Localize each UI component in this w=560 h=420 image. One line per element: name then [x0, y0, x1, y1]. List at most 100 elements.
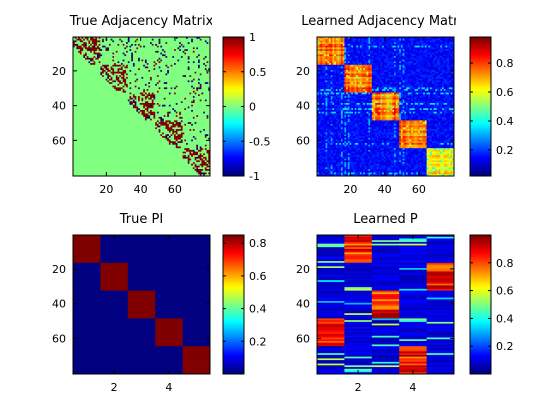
- heatmap-cell: [187, 47, 190, 50]
- heatmap-cell: [158, 97, 161, 100]
- heatmap-cell: [103, 56, 106, 59]
- heatmap-cell: [151, 78, 154, 81]
- heatmap-cell: [134, 64, 137, 67]
- heatmap-cell: [110, 92, 113, 95]
- heatmap-cell: [203, 61, 206, 64]
- heatmap-cell: [78, 64, 81, 67]
- heatmap-cell: [83, 57, 86, 60]
- heatmap-cell: [146, 49, 149, 52]
- heatmap-cell: [78, 43, 81, 47]
- heatmap-cell: [90, 54, 93, 57]
- heatmap-cell: [108, 96, 112, 99]
- heatmap-cell: [83, 52, 86, 55]
- heatmap-cell: [160, 38, 163, 41]
- heatmap-cell: [160, 99, 163, 102]
- heatmap-cell: [117, 64, 120, 67]
- heatmap-cell: [126, 57, 129, 60]
- heatmap-cell: [196, 45, 199, 48]
- heatmap-cell: [141, 66, 144, 69]
- heatmap-cell: [88, 96, 91, 99]
- heatmap-cell: [131, 106, 134, 109]
- heatmap-cell: [194, 71, 197, 74]
- heatmap-cell: [201, 61, 204, 64]
- heatmap-cell: [96, 106, 100, 109]
- heatmap-cell: [148, 40, 151, 43]
- heatmap-cell: [96, 59, 100, 62]
- heatmap-cell: [182, 83, 185, 86]
- heatmap-cell: [120, 104, 124, 107]
- heatmap-cell: [102, 45, 105, 48]
- heatmap-cell: [160, 37, 163, 40]
- heatmap-cell: [141, 37, 144, 40]
- heatmap-cell: [84, 94, 88, 97]
- heatmap-cell: [194, 103, 197, 106]
- heatmap-cell: [160, 89, 163, 92]
- heatmap-cell: [144, 42, 147, 45]
- heatmap-cell: [189, 96, 192, 99]
- heatmap-cell: [153, 75, 156, 78]
- heatmap-cell: [196, 70, 199, 73]
- heatmap-cell: [73, 37, 76, 40]
- heatmap-cell: [199, 40, 202, 43]
- heatmap-cell: [143, 99, 146, 102]
- heatmap-cell: [198, 97, 201, 100]
- heatmap-cell: [191, 52, 194, 55]
- heatmap-cell: [108, 85, 112, 88]
- heatmap-cell: [127, 97, 130, 100]
- heatmap-cell: [124, 68, 127, 71]
- heatmap-cell: [91, 42, 94, 45]
- heatmap-cell: [199, 59, 202, 62]
- heatmap-cell: [108, 103, 112, 106]
- heatmap-cell: [194, 47, 197, 50]
- heatmap-cell: [182, 50, 185, 53]
- heatmap-cell: [196, 68, 199, 71]
- heatmap-cell: [78, 40, 81, 43]
- heatmap-cell: [156, 78, 159, 81]
- heatmap-cell: [177, 78, 180, 81]
- heatmap-cell: [203, 108, 206, 111]
- heatmap-cell: [107, 70, 110, 73]
- heatmap-cell: [203, 85, 206, 88]
- heatmap-cell: [90, 101, 93, 104]
- heatmap-cell: [132, 52, 135, 55]
- heatmap-cell: [155, 101, 158, 104]
- heatmap-cell: [98, 52, 101, 55]
- heatmap-cell: [83, 42, 86, 45]
- heatmap-cell: [96, 87, 100, 90]
- heatmap-cell: [196, 76, 199, 80]
- heatmap-cell: [81, 63, 84, 66]
- heatmap-cell: [160, 66, 163, 69]
- heatmap-cell: [112, 73, 115, 76]
- heatmap-cell: [162, 104, 165, 107]
- heatmap-cell: [132, 89, 135, 92]
- heatmap-cell: [198, 108, 201, 111]
- heatmap-cell: [192, 64, 195, 67]
- heatmap-cell: [114, 94, 117, 97]
- heatmap-cell: [189, 92, 192, 95]
- heatmap-cell: [189, 49, 192, 52]
- heatmap-cell: [84, 43, 88, 47]
- heatmap-cell: [127, 49, 130, 52]
- heatmap-cell: [150, 70, 153, 73]
- heatmap-cell: [91, 106, 94, 109]
- heatmap-cell: [150, 71, 153, 74]
- heatmap-cell: [182, 38, 185, 41]
- heatmap-cell: [117, 57, 120, 60]
- heatmap-cell: [93, 89, 96, 92]
- heatmap-cell: [155, 52, 158, 55]
- heatmap-cell: [91, 94, 94, 97]
- heatmap-cell: [98, 108, 101, 111]
- heatmap-cell: [189, 57, 192, 60]
- heatmap-cell: [79, 38, 82, 41]
- heatmap-cell: [141, 75, 144, 78]
- heatmap-cell: [84, 89, 88, 92]
- heatmap-cell: [158, 68, 161, 71]
- heatmap-cell: [156, 80, 159, 83]
- heatmap-cell: [126, 108, 129, 111]
- heatmap-cell: [168, 89, 171, 92]
- heatmap-cell: [196, 80, 199, 83]
- heatmap-cell: [206, 97, 209, 100]
- heatmap-cell: [127, 96, 130, 99]
- heatmap-cell: [100, 75, 103, 78]
